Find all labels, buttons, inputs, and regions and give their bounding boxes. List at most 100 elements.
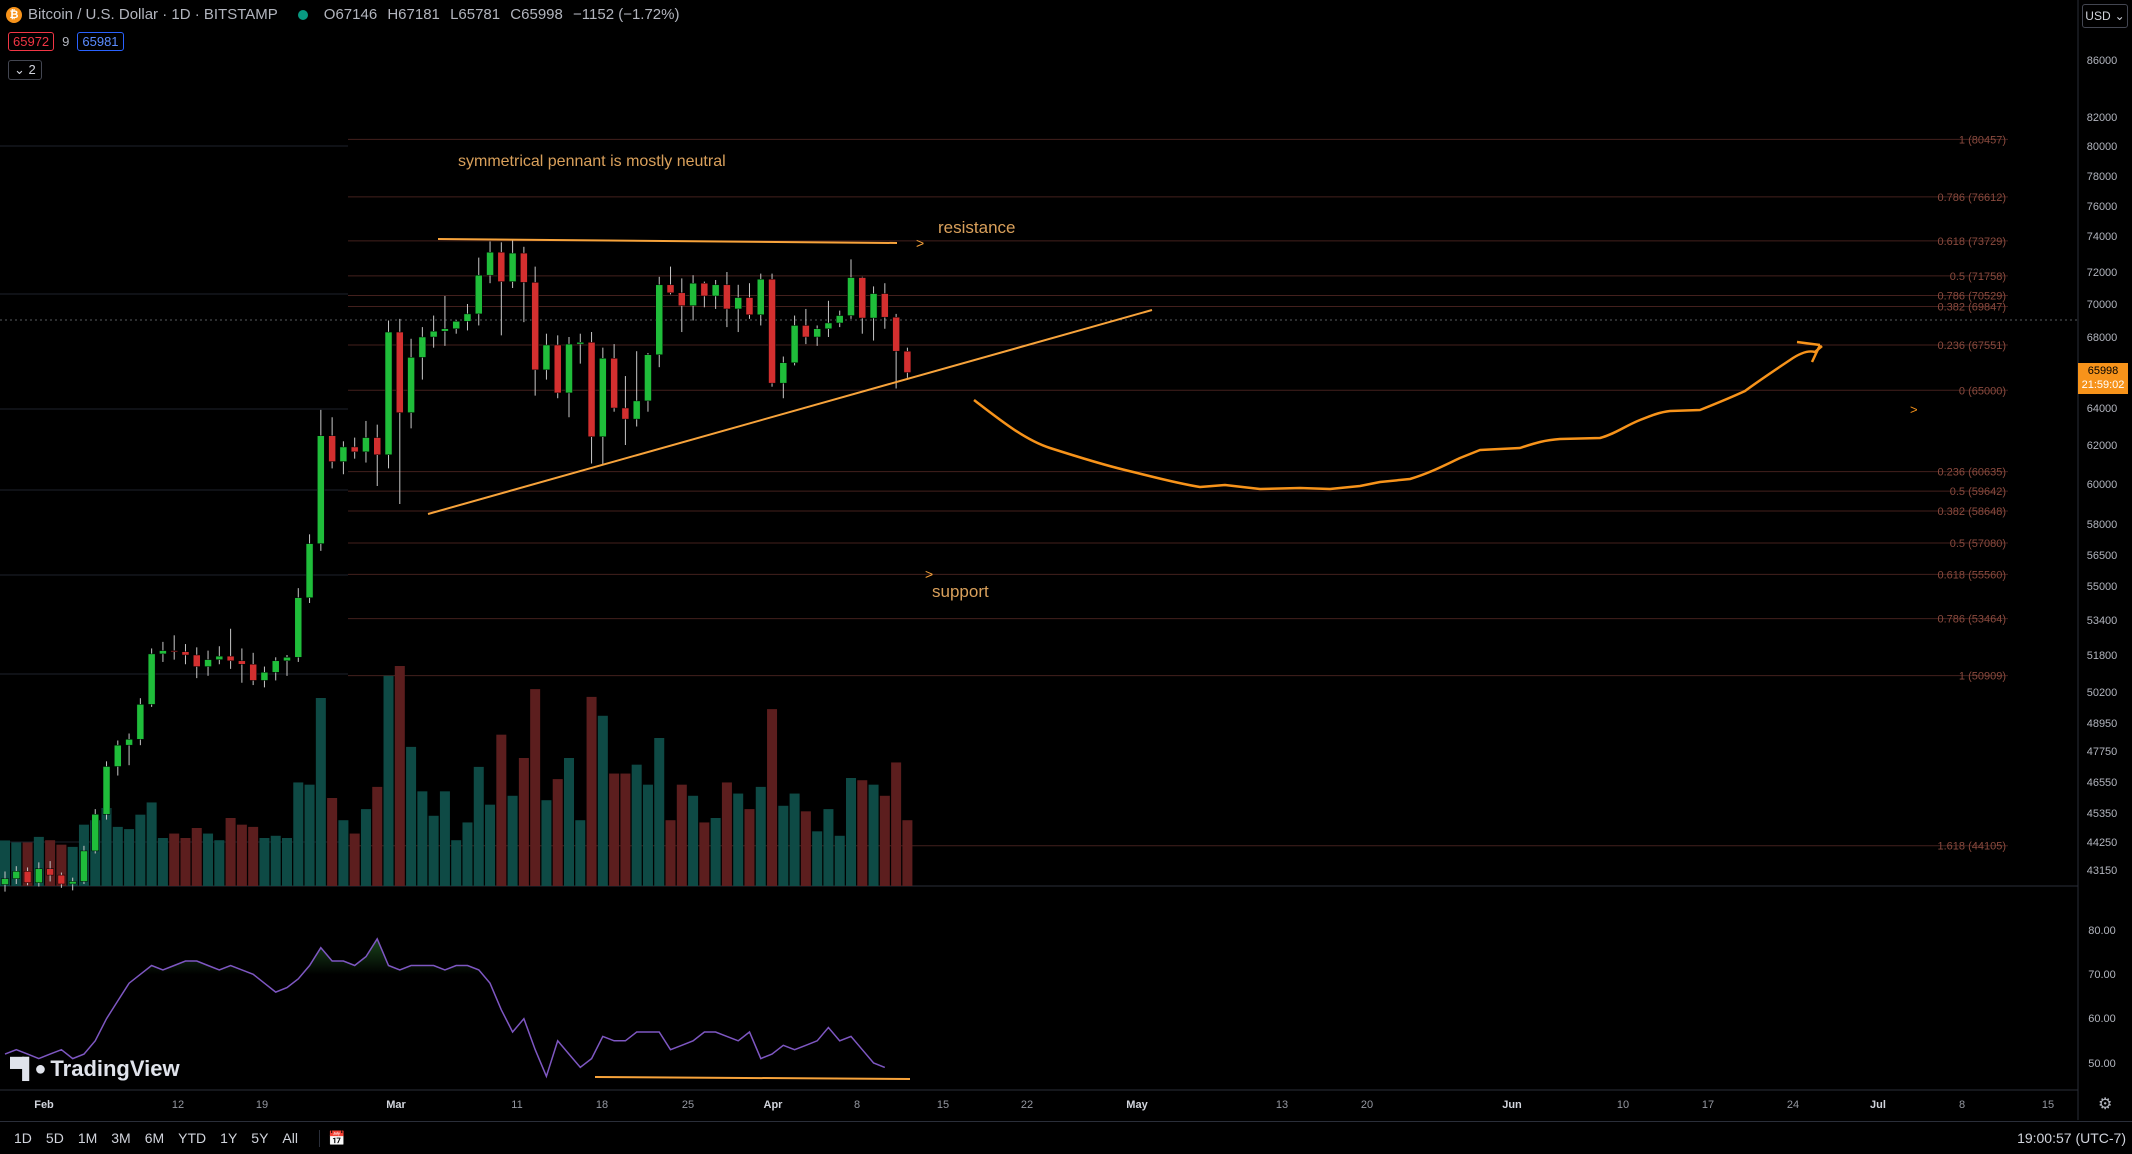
bid-ask-row: 65972 9 65981 [8, 32, 124, 51]
candle-body [553, 344, 562, 394]
volume-bar [631, 764, 642, 886]
volume-bar [767, 709, 778, 886]
candle-body [147, 653, 156, 705]
volume-bar [902, 820, 913, 886]
candle-body [565, 343, 573, 394]
fib-lower-level-label: 0.5 (59642) [1950, 486, 2006, 498]
timeframe-1m[interactable]: 1M [77, 1130, 98, 1146]
pennant-note-label: symmetrical pennant is mostly neutral [458, 153, 726, 170]
time-tick-label: 15 [2042, 1099, 2054, 1111]
fib-upper-level-label: 1 (80457) [1959, 134, 2006, 146]
candle-body [452, 321, 460, 330]
price-tick-label: 86000 [2087, 55, 2118, 67]
volume-bar [11, 842, 22, 886]
volume-bar [180, 838, 191, 886]
sell-button[interactable]: 65972 [8, 32, 55, 51]
fib-arrow: > [1910, 402, 1918, 417]
chart-canvas[interactable]: 1 (80457) 0.786 (76612) 0.618 (73729) 0.5 (… [0, 0, 2132, 1120]
fib-lower-level-label: 1 (50909) [1959, 671, 2006, 683]
brand-label: TradingView [50, 1056, 180, 1081]
projection-arrowhead[interactable] [1796, 340, 1822, 363]
price-tick-label: 78000 [2087, 171, 2118, 183]
candle-body [700, 282, 709, 297]
timeframe-3m[interactable]: 3M [111, 1130, 131, 1146]
rsi-tick-label: 60.00 [2088, 1013, 2116, 1025]
price-tick-label: 60000 [2087, 479, 2118, 491]
candle-body [317, 435, 325, 544]
volume-bar [214, 840, 225, 886]
timeframe-ytd[interactable]: YTD [178, 1130, 207, 1146]
candle-body [91, 814, 99, 852]
timeframe-6m[interactable]: 6M [144, 1130, 165, 1146]
candle-body [238, 660, 246, 665]
volume-bar [800, 811, 811, 886]
currency-selector[interactable]: USD ⌄ [2082, 4, 2128, 28]
volume-bar [846, 778, 856, 886]
candle-body [102, 766, 111, 815]
support-trendline[interactable] [427, 309, 1153, 515]
candle-body [429, 330, 438, 338]
volume-bar [112, 826, 123, 886]
timeframe-all[interactable]: All [282, 1130, 298, 1146]
candle-body [745, 297, 754, 315]
volume-bar [360, 809, 371, 886]
volume-bar [22, 842, 33, 886]
time-tick-label: 24 [1787, 1099, 1799, 1111]
volume-bar [428, 815, 439, 886]
gear-icon[interactable]: ⚙ [2098, 1096, 2113, 1113]
timeframe-5d[interactable]: 5D [45, 1130, 64, 1146]
candle-body [350, 446, 359, 453]
volume-bar [259, 838, 270, 886]
currency-label: USD [2085, 9, 2111, 23]
volume-bar [191, 828, 202, 886]
time-tick-label: 11 [511, 1099, 522, 1111]
resistance-trendline[interactable] [437, 238, 898, 244]
symbol-legend[interactable]: ₿ Bitcoin / U.S. Dollar · 1D · BITSTAMP … [6, 6, 685, 23]
time-tick-label: Jun [1502, 1099, 1522, 1111]
last-price-value: 65998 [2087, 365, 2119, 377]
candle-body [486, 251, 494, 276]
chevron-down-icon: ⌄ [2114, 9, 2125, 23]
time-tick-label: 19 [256, 1099, 268, 1111]
fib-lower-level-label: 0.5 (57080) [1950, 538, 2006, 550]
symbol-title[interactable]: Bitcoin / U.S. Dollar · 1D · BITSTAMP [28, 6, 278, 23]
timeframe-1y[interactable]: 1Y [220, 1130, 238, 1146]
candle-body [136, 704, 145, 740]
projection-path[interactable] [973, 345, 1823, 491]
volume-bar [485, 804, 496, 886]
volume-bar [236, 824, 247, 886]
support-arrow: > [925, 566, 933, 582]
fib-upper-level-label: 0.5 (71758) [1950, 271, 2006, 283]
calendar-icon[interactable]: 📅 [318, 1129, 353, 1147]
time-tick-label: Apr [764, 1099, 784, 1111]
rsi-divergence-line[interactable] [594, 1076, 911, 1080]
time-tick-label: 17 [1702, 1099, 1714, 1111]
buy-button[interactable]: 65981 [77, 32, 124, 51]
timeframe-5y[interactable]: 5Y [251, 1130, 269, 1146]
candle-body [858, 277, 867, 319]
volume-bar [789, 793, 800, 886]
tradingview-logo-icon: ▀▌● [10, 1057, 46, 1080]
rsi-tick-label: 70.00 [2088, 969, 2116, 981]
price-tick-label: 72000 [2087, 267, 2118, 279]
indicators-toggle[interactable]: ⌄ 2 [8, 60, 42, 80]
volume-bar [304, 784, 315, 886]
candle-body [57, 874, 66, 885]
volume-bar [282, 838, 292, 886]
volume-bar [33, 836, 44, 886]
rsi-tick-label: 80.00 [2088, 925, 2116, 937]
candles [1, 239, 912, 892]
volume-bar [293, 782, 304, 886]
candle-body [666, 284, 675, 294]
volume-bar [496, 734, 507, 886]
volume-bar [552, 779, 563, 886]
candle-body [587, 342, 596, 437]
user-drawings[interactable] [427, 238, 1823, 1080]
timeframe-1d[interactable]: 1D [14, 1130, 32, 1146]
volume-bar [778, 805, 789, 886]
session-clock[interactable]: 19:00:57 (UTC-7) [2017, 1130, 2126, 1146]
candle-body [711, 284, 720, 297]
tradingview-logo[interactable]: ▀▌● TradingView [10, 1056, 180, 1082]
fib-upper-level-label: 0.618 (73729) [1938, 236, 2007, 248]
candle-body [12, 871, 21, 879]
